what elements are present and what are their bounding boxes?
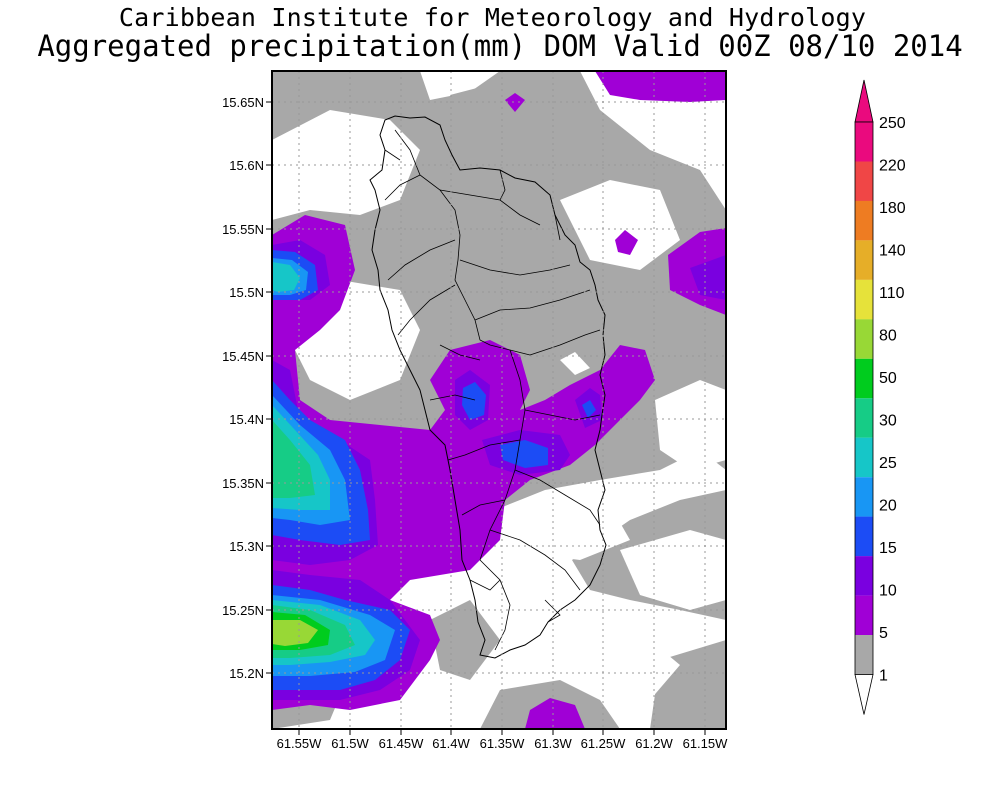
grid	[272, 71, 726, 729]
colorbar-box	[855, 477, 873, 517]
colorbar-box	[855, 161, 873, 201]
lat-label: 15.4N	[229, 412, 264, 427]
colorbar-box	[855, 122, 873, 162]
colorbar-box	[855, 595, 873, 636]
colorbar-label: 25	[879, 455, 897, 472]
lat-label: 15.65N	[222, 95, 264, 110]
lon-label: 61.15W	[683, 736, 729, 751]
colorbar-label: 30	[879, 413, 897, 430]
colorbar-label: 140	[879, 243, 906, 260]
colorbar-label: 15	[879, 540, 897, 557]
longitude-axis: 61.55W 61.5W 61.45W 61.4W 61.35W 61.3W 6…	[277, 729, 729, 751]
lon-label: 61.3W	[534, 736, 572, 751]
colorbar-box	[855, 398, 873, 438]
colorbar-box	[855, 358, 873, 399]
lon-label: 61.45W	[379, 736, 425, 751]
lat-label: 15.35N	[222, 476, 264, 491]
band-80-110mm	[272, 620, 318, 646]
colorbar-box	[855, 437, 873, 478]
title-line-2: Aggregated precipitation(mm) DOM Valid 0…	[37, 29, 963, 63]
lon-label: 61.4W	[432, 736, 470, 751]
lat-label: 15.55N	[222, 222, 264, 237]
colorbar-top-arrow	[854, 79, 874, 123]
colorbar-box	[855, 556, 873, 596]
colorbar-box	[855, 319, 873, 359]
lon-label: 61.25W	[581, 736, 627, 751]
title-line-1: Caribbean Institute for Meteorology and …	[118, 3, 867, 32]
island-outline	[369, 115, 607, 659]
colorbar-label: 50	[879, 370, 897, 387]
colorbar-label: 80	[879, 328, 897, 345]
lon-label: 61.2W	[635, 736, 673, 751]
lat-label: 15.2N	[229, 666, 264, 681]
lon-label: 61.5W	[331, 736, 369, 751]
colorbar-label: 5	[879, 625, 888, 642]
colorbar-bottom-arrow	[854, 674, 874, 715]
colorbar-label: 10	[879, 583, 897, 600]
lat-label: 15.5N	[229, 285, 264, 300]
colorbar-box	[855, 200, 873, 241]
lon-label: 61.35W	[480, 736, 526, 751]
island-rivers	[384, 129, 601, 651]
colorbar-box	[855, 516, 873, 557]
colorbar-label: 220	[879, 158, 906, 175]
colorbar-label: 20	[879, 498, 897, 515]
colorbar-label: 250	[879, 115, 906, 132]
colorbar-label: 180	[879, 200, 906, 217]
colorbar-label: 1	[879, 668, 888, 685]
colorbar-box	[855, 240, 873, 280]
colorbar-label: 110	[879, 285, 905, 302]
lat-label: 15.25N	[222, 603, 264, 618]
lat-label: 15.3N	[229, 539, 264, 554]
lat-label: 15.45N	[222, 349, 264, 364]
lat-label: 15.6N	[229, 158, 264, 173]
lon-label: 61.55W	[277, 736, 323, 751]
precipitation-field	[272, 71, 726, 729]
plot-frame	[271, 70, 727, 730]
colorbar-box	[855, 635, 873, 675]
latitude-axis: 15.65N 15.6N 15.55N 15.5N 15.45N 15.4N 1…	[222, 95, 272, 681]
colorbar-box	[855, 279, 873, 320]
